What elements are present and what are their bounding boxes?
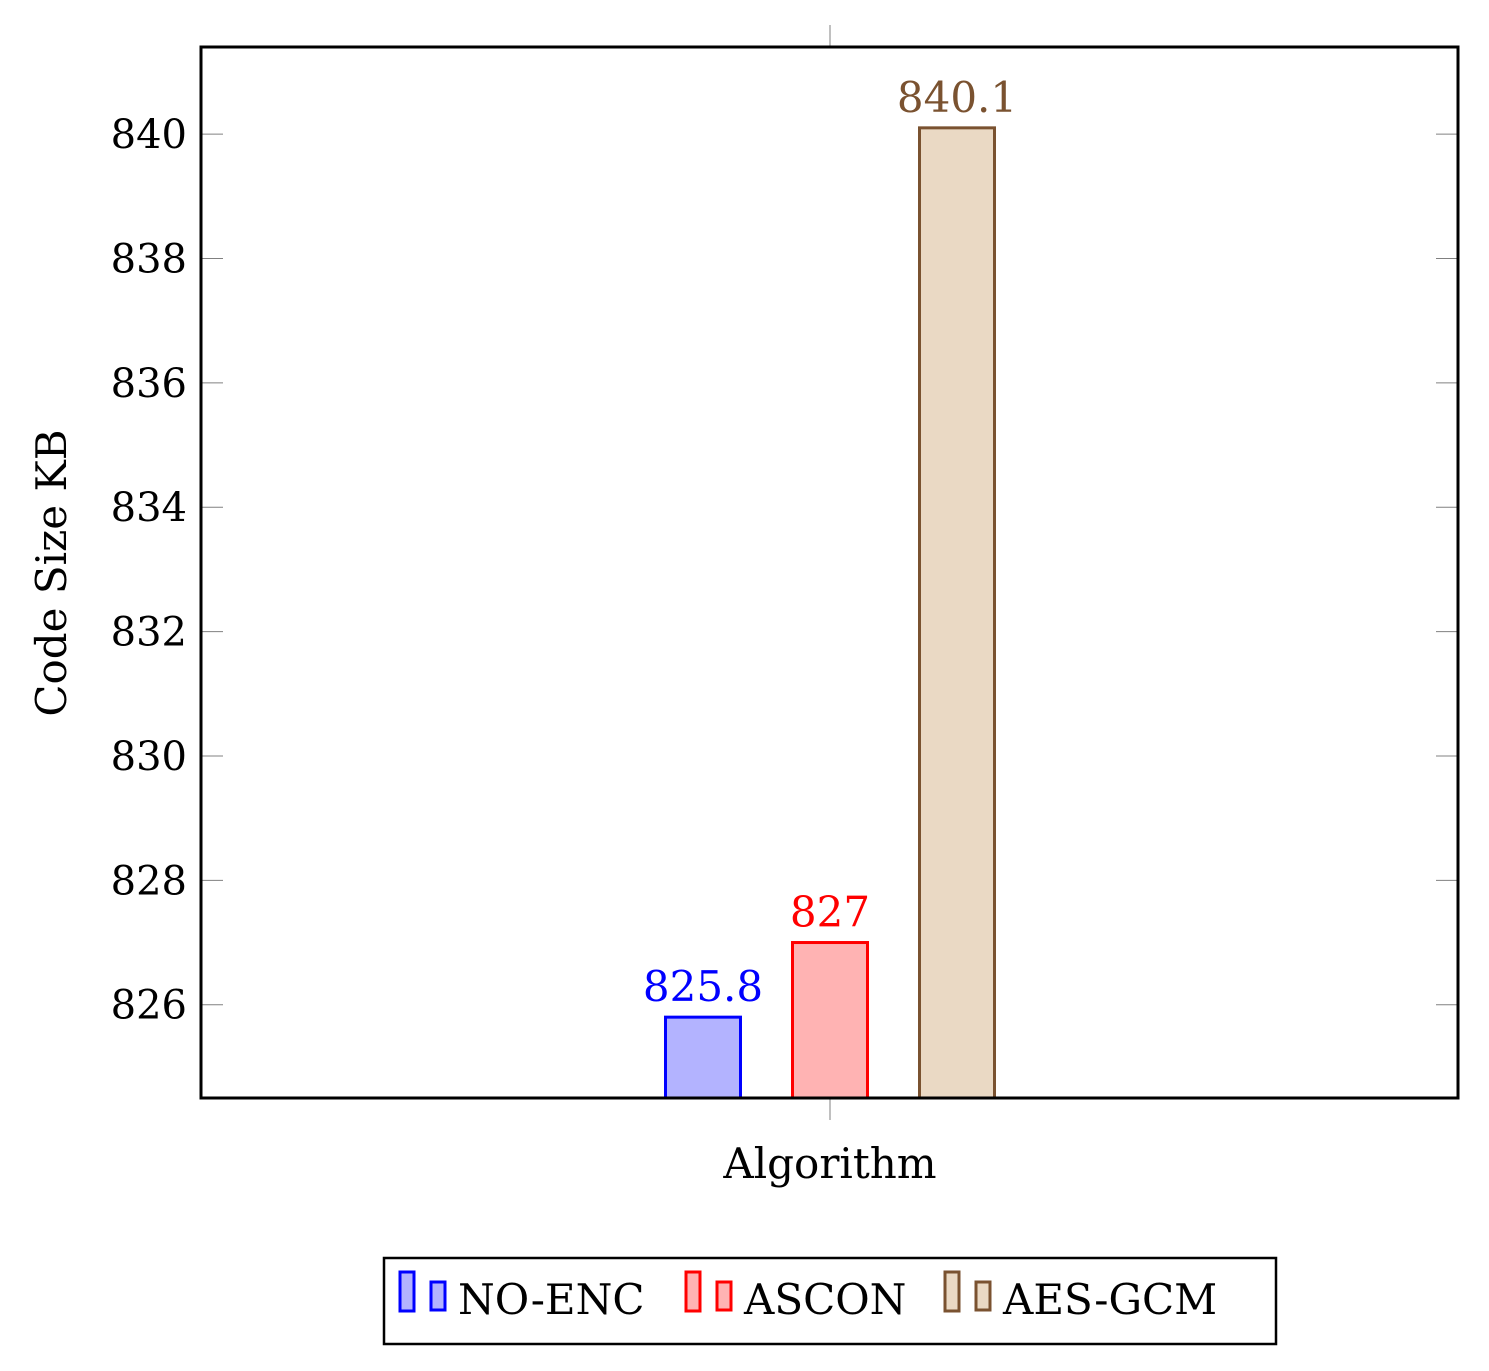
plot-frame	[199, 45, 1460, 1100]
y-tick-label: 828	[111, 858, 187, 904]
legend: NO-ENC ASCON AES-GCM	[382, 1256, 1278, 1346]
bars-group	[664, 126, 996, 1100]
y-tick-label: 832	[111, 610, 187, 656]
y-tick-label: 834	[111, 485, 187, 531]
bar-no-enc	[664, 1015, 742, 1100]
bar-ascon	[791, 941, 869, 1100]
legend-entry-aes-gcm: AES-GCM	[943, 1270, 1217, 1324]
y-tick-label: 840	[111, 112, 187, 158]
y-axis-label: Code Size KB	[27, 429, 76, 716]
legend-label-ascon: ASCON	[743, 1275, 906, 1324]
legend-entries: NO-ENC ASCON AES-GCM	[398, 1270, 1217, 1324]
value-label-no-enc: 825.8	[643, 962, 763, 1011]
x-axis-label: Algorithm	[722, 1139, 936, 1188]
legend-label-aes-gcm: AES-GCM	[1002, 1275, 1217, 1324]
value-labels-group: 825.8 827 840.1	[643, 73, 1017, 1011]
legend-swatch-small-aes-gcm	[974, 1280, 992, 1312]
legend-swatch-no-enc	[398, 1270, 416, 1313]
value-label-aes-gcm: 840.1	[897, 73, 1017, 122]
legend-box	[382, 1256, 1278, 1346]
legend-swatch-small-no-enc	[429, 1280, 447, 1312]
legend-entry-no-enc: NO-ENC	[398, 1270, 644, 1324]
y-tick-label: 838	[111, 236, 187, 282]
bar-aes-gcm	[918, 126, 996, 1100]
legend-entry-ascon: ASCON	[684, 1270, 906, 1324]
y-axis-ticks: 826 828 830 832 834 836 838 840	[111, 112, 1458, 1029]
y-tick-label: 830	[111, 734, 187, 780]
legend-swatch-ascon	[684, 1270, 702, 1313]
y-tick-label: 826	[111, 983, 187, 1029]
y-tick-label: 836	[111, 361, 187, 407]
legend-label-no-enc: NO-ENC	[458, 1275, 644, 1324]
legend-swatch-small-ascon	[715, 1280, 733, 1312]
legend-swatch-aes-gcm	[943, 1270, 961, 1313]
value-label-ascon: 827	[790, 888, 870, 937]
